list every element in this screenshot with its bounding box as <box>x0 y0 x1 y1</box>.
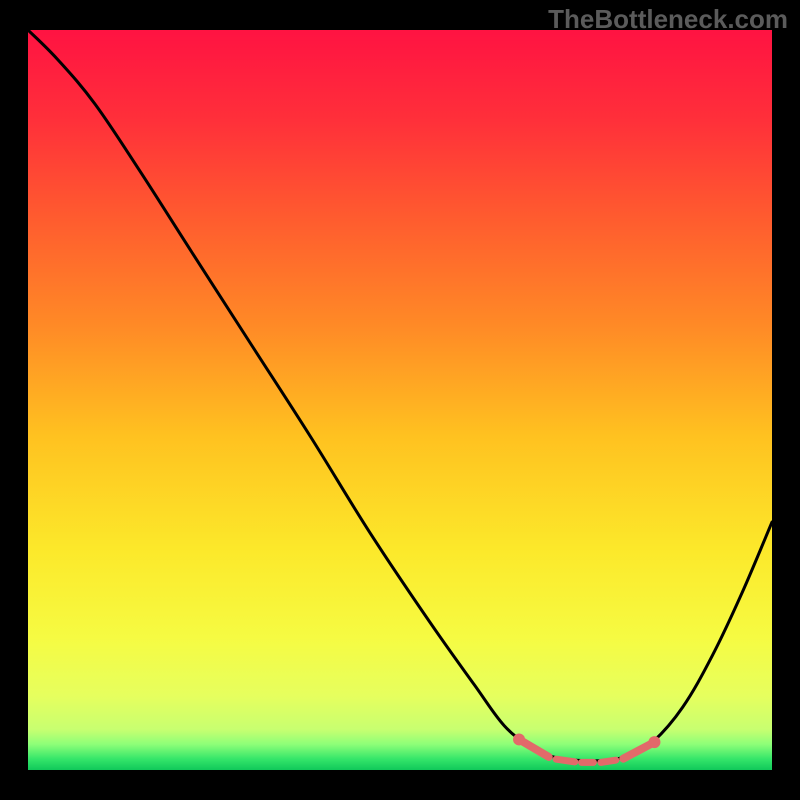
gradient-background <box>28 30 772 770</box>
chart-container: TheBottleneck.com <box>0 0 800 800</box>
bottleneck-curve-chart <box>28 30 772 770</box>
plot-area <box>28 30 772 770</box>
